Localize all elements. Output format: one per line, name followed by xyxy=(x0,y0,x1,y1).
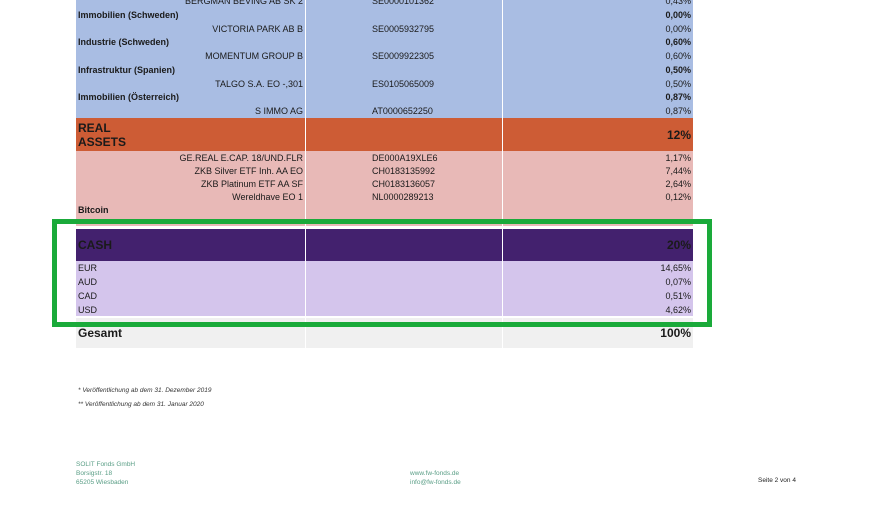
isin: CH0183135992 xyxy=(372,165,436,176)
position-name: VICTORIA PARK AB B xyxy=(212,23,303,34)
highlight-frame xyxy=(52,219,712,327)
table-row: VICTORIA PARK AB B SE0005932795 0,00% xyxy=(76,22,693,35)
weight: 0,00% xyxy=(665,23,691,34)
isin: AT0000652250 xyxy=(372,106,433,116)
position-name: AUD xyxy=(78,277,98,287)
table-row: AUD 0,07% xyxy=(76,275,693,289)
table-row: Immobilien (Schweden) 0,00% xyxy=(76,8,693,22)
weight: 20% xyxy=(666,238,691,252)
table-row: BERGMAN BEVING AB SK 2 SE0000101362 0,43% xyxy=(76,0,693,8)
weight: 0,00% xyxy=(665,10,691,20)
table-row: S IMMO AG AT0000652250 0,87% xyxy=(76,104,693,118)
position-name: REAL ASSETS xyxy=(78,120,127,149)
weight: 0,43% xyxy=(665,0,691,6)
weight: 1,17% xyxy=(665,152,691,163)
position-name: S IMMO AG xyxy=(254,106,303,116)
position-name: Bitcoin xyxy=(78,204,109,215)
position-name: USD xyxy=(78,304,98,315)
position-name: MOMENTUM GROUP B xyxy=(205,51,303,61)
column-separator xyxy=(305,0,306,348)
weight: 0,07% xyxy=(665,277,691,287)
pink-section xyxy=(76,151,693,226)
isin: CH0183136057 xyxy=(372,178,436,189)
footer-line: 65205 Wiesbaden xyxy=(76,479,129,486)
weight: 0,87% xyxy=(665,106,691,116)
table-row: REAL ASSETS 12% xyxy=(76,118,693,151)
cash-header xyxy=(76,229,693,261)
position-name: Gesamt xyxy=(78,326,123,340)
weight: 100% xyxy=(660,326,691,340)
column-separator xyxy=(502,0,503,348)
isin: NL0000289213 xyxy=(372,191,434,202)
position-name: CAD xyxy=(78,291,98,301)
footer-line: Borsigstr. 18 xyxy=(76,470,113,477)
weight: 0,12% xyxy=(665,191,691,202)
position-name: EUR xyxy=(78,262,98,273)
weight: 7,44% xyxy=(665,165,691,176)
position-name: Wereldhave EO 1 xyxy=(232,191,303,202)
isin: DE000A19XLE6 xyxy=(372,152,438,163)
position-name: TALGO S.A. EO -,301 xyxy=(215,78,303,89)
weight: 0,60% xyxy=(665,37,691,47)
footer-line: SOLIT Fonds GmbH xyxy=(76,461,136,468)
position-name: CASH xyxy=(78,238,113,252)
table-row: ZKB Platinum ETF AA SF CH0183136057 2,64% xyxy=(76,177,693,190)
weight: 0,60% xyxy=(665,51,691,61)
page-number: Seite 2 von 4 xyxy=(758,477,796,484)
table-row: Bitcoin xyxy=(76,203,693,216)
table-row: CASH 20% xyxy=(76,229,693,261)
table-row: Immobilien (Österreich) 0,87% xyxy=(76,90,693,104)
blue-section xyxy=(76,0,693,118)
isin: SE0009922305 xyxy=(372,51,435,61)
weight: 0,87% xyxy=(665,92,691,102)
footer-line: www.fw-fonds.de xyxy=(410,470,460,477)
position-name: BERGMAN BEVING AB SK 2 xyxy=(184,0,303,6)
position-name: Immobilien (Schweden) xyxy=(78,10,179,20)
footnote: * Veröffentlichung ab dem 31. Dezember 2… xyxy=(78,387,212,394)
table-row: GE.REAL E.CAP. 18/UND.FLR DE000A19XLE6 1,1… xyxy=(76,151,693,164)
weight: 0,50% xyxy=(665,78,691,89)
position-name: ZKB Silver ETF Inh. AA EO xyxy=(194,165,303,176)
weight: 4,62% xyxy=(665,304,691,315)
isin: ES0105065009 xyxy=(372,78,435,89)
weight: 2,64% xyxy=(665,178,691,189)
table-row: Wereldhave EO 1 NL0000289213 0,12% xyxy=(76,190,693,203)
table-row: USD 4,62% xyxy=(76,303,693,316)
position-name: ZKB Platinum ETF AA SF xyxy=(200,178,303,189)
position-name: Immobilien (Österreich) xyxy=(78,92,180,102)
table-row: ZKB Silver ETF Inh. AA EO CH0183135992 7,4… xyxy=(76,164,693,177)
footer-line: info@fw-fonds.de xyxy=(410,479,461,486)
footer-company: SOLIT Fonds GmbH Borsigstr. 18 65205 Wie… xyxy=(76,460,135,487)
footnote: ** Veröffentlichung ab dem 31. Januar 20… xyxy=(78,401,204,408)
weight: 14,65% xyxy=(660,262,691,273)
weight: 0,51% xyxy=(665,291,691,301)
lavender-section xyxy=(76,261,693,316)
table-row: Gesamt 100% xyxy=(76,318,693,348)
weight: 12% xyxy=(666,127,691,142)
position-name: Infrastruktur (Spanien) xyxy=(78,65,176,75)
position-name: GE.REAL E.CAP. 18/UND.FLR xyxy=(179,152,303,163)
footer-contact: www.fw-fonds.de info@fw-fonds.de xyxy=(410,469,461,487)
table-row: Infrastruktur (Spanien) 0,50% xyxy=(76,63,693,77)
weight: 0,50% xyxy=(665,65,691,75)
isin: SE0000101362 xyxy=(372,0,435,6)
table-row: TALGO S.A. EO -,301 ES0105065009 0,50% xyxy=(76,77,693,90)
table-row: EUR 14,65% xyxy=(76,261,693,274)
table-row: MOMENTUM GROUP B SE0009922305 0,60% xyxy=(76,49,693,63)
table-row: Industrie (Schweden) 0,60% xyxy=(76,35,693,49)
isin: SE0005932795 xyxy=(372,23,435,34)
position-name: Industrie (Schweden) xyxy=(78,37,170,47)
table-row: CAD 0,51% xyxy=(76,289,693,303)
real-assets-header xyxy=(76,118,693,151)
